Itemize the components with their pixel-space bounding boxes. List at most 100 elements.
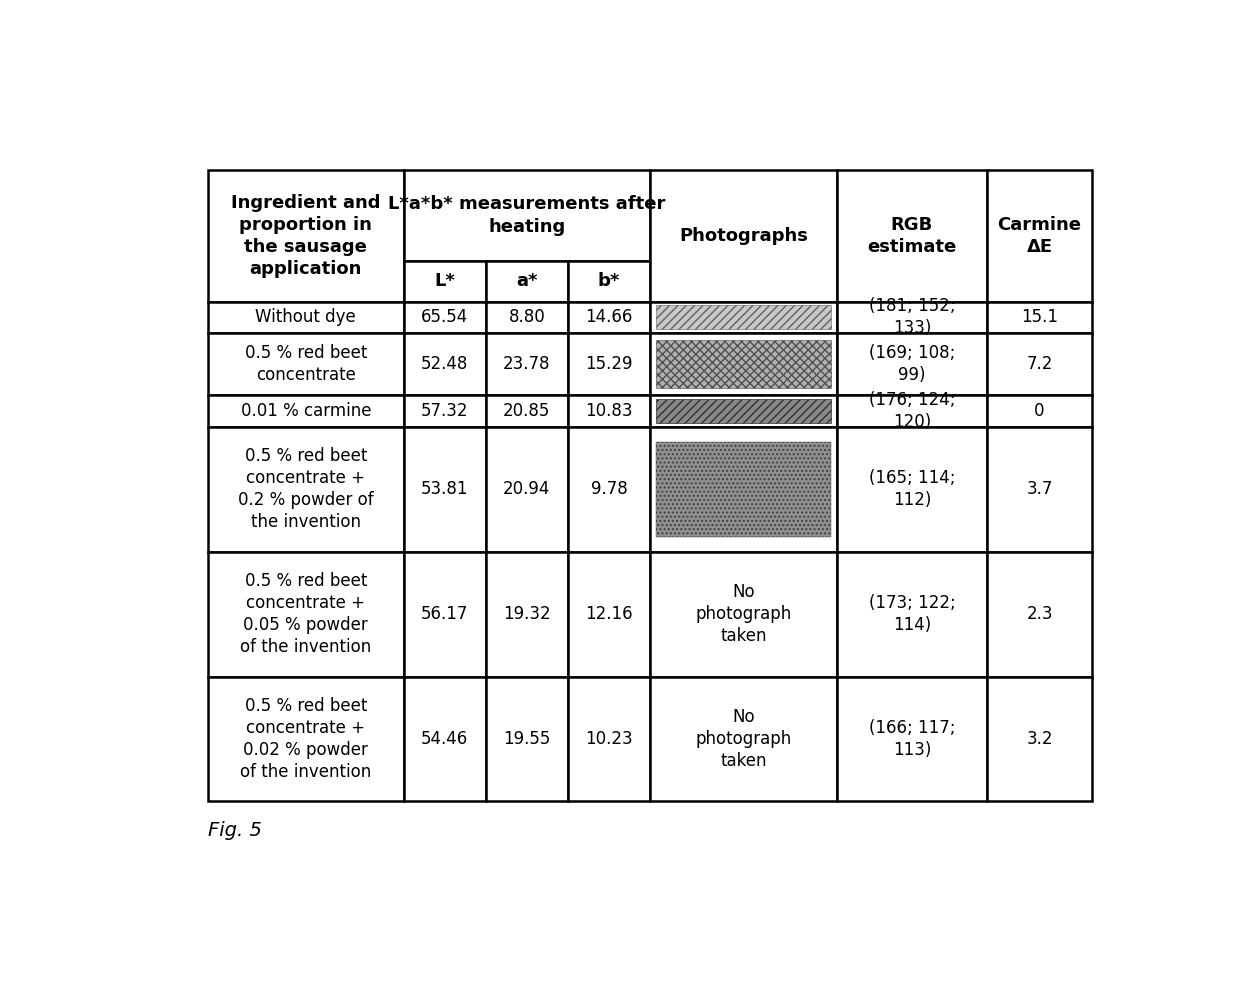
Bar [486,395,568,427]
Text: 20.94: 20.94 [503,480,551,498]
Text: (181; 152;
133): (181; 152; 133) [869,297,955,337]
Bar [486,302,568,333]
Text: Carmine
ΔE: Carmine ΔE [997,216,1081,256]
Text: No
photograph
taken: No photograph taken [696,708,791,770]
Bar [837,302,987,333]
Text: 10.83: 10.83 [585,402,632,420]
Text: (169; 108;
99): (169; 108; 99) [869,344,955,384]
Text: 0.5 % red beet
concentrate +
0.2 % powder of
the invention: 0.5 % red beet concentrate + 0.2 % powde… [238,447,373,531]
Bar [404,261,486,302]
Bar [987,333,1092,395]
Text: 0.5 % red beet
concentrate +
0.02 % powder
of the invention: 0.5 % red beet concentrate + 0.02 % powd… [241,697,372,781]
Text: 2.3: 2.3 [1027,605,1053,623]
Text: 0.01 % carmine: 0.01 % carmine [241,402,371,420]
Text: 7.2: 7.2 [1027,355,1053,373]
Bar [987,677,1092,801]
Bar [837,333,987,395]
Text: 53.81: 53.81 [422,480,469,498]
Bar [208,427,404,552]
Text: a*: a* [516,272,538,290]
Bar [404,677,486,801]
Bar [404,552,486,677]
Bar [568,302,650,333]
Text: 3.2: 3.2 [1027,730,1053,748]
Bar [208,333,404,395]
Bar [404,427,486,552]
Bar [568,427,650,552]
Bar [568,333,650,395]
Text: (165; 114;
112): (165; 114; 112) [869,469,955,509]
Bar [656,442,831,537]
Text: 65.54: 65.54 [422,308,469,326]
Text: b*: b* [598,272,620,290]
Bar [404,170,650,261]
Bar [650,395,837,427]
Bar [837,427,987,552]
Bar [656,340,831,388]
Text: 52.48: 52.48 [422,355,469,373]
Bar [650,427,837,552]
Bar [987,302,1092,333]
Bar [650,333,837,395]
Text: 0.5 % red beet
concentrate +
0.05 % powder
of the invention: 0.5 % red beet concentrate + 0.05 % powd… [241,572,372,656]
Text: (176; 124;
120): (176; 124; 120) [869,391,955,431]
Bar [568,395,650,427]
Bar [837,395,987,427]
Text: 54.46: 54.46 [422,730,469,748]
Bar [837,677,987,801]
Bar [486,552,568,677]
Text: 15.1: 15.1 [1021,308,1058,326]
Text: 14.66: 14.66 [585,308,632,326]
Text: 12.16: 12.16 [585,605,632,623]
Text: 15.29: 15.29 [585,355,632,373]
Bar [568,677,650,801]
Bar [987,395,1092,427]
Bar [656,305,831,329]
Bar [837,552,987,677]
Text: 20.85: 20.85 [503,402,551,420]
Text: (173; 122;
114): (173; 122; 114) [868,594,955,634]
Text: 0: 0 [1034,402,1045,420]
Text: 57.32: 57.32 [422,402,469,420]
Bar [650,552,837,677]
Text: 10.23: 10.23 [585,730,632,748]
Text: Photographs: Photographs [680,227,807,245]
Text: No
photograph
taken: No photograph taken [696,583,791,645]
Bar [208,170,404,302]
Bar [656,399,831,423]
Bar [650,302,837,333]
Bar [837,170,987,302]
Bar [486,427,568,552]
Bar [404,333,486,395]
Bar [208,677,404,801]
Text: L*: L* [434,272,455,290]
Bar [208,552,404,677]
Bar [568,261,650,302]
Text: 8.80: 8.80 [508,308,546,326]
Bar [987,170,1092,302]
Text: 23.78: 23.78 [503,355,551,373]
Text: 0.5 % red beet
concentrate: 0.5 % red beet concentrate [244,344,367,384]
Text: Without dye: Without dye [255,308,356,326]
Text: 56.17: 56.17 [422,605,469,623]
Bar [404,302,486,333]
Text: 19.55: 19.55 [503,730,551,748]
Bar [987,427,1092,552]
Bar [650,677,837,801]
Bar [486,333,568,395]
Bar [208,302,404,333]
Bar [568,552,650,677]
Bar [208,395,404,427]
Bar [987,552,1092,677]
Text: RGB
estimate: RGB estimate [867,216,956,256]
Text: 19.32: 19.32 [503,605,551,623]
Text: 3.7: 3.7 [1027,480,1053,498]
Text: Fig. 5: Fig. 5 [208,821,262,840]
Text: L*a*b* measurements after
heating: L*a*b* measurements after heating [388,195,666,236]
Text: (166; 117;
113): (166; 117; 113) [869,719,955,759]
Bar [650,170,837,302]
Text: Ingredient and
proportion in
the sausage
application: Ingredient and proportion in the sausage… [231,194,381,278]
Bar [404,395,486,427]
Bar [486,261,568,302]
Text: 9.78: 9.78 [590,480,627,498]
